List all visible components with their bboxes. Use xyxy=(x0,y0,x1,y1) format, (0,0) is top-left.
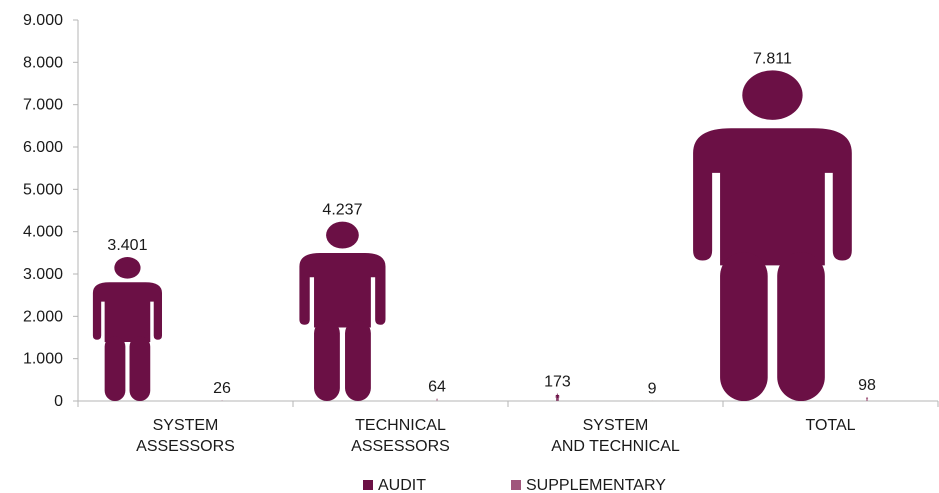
supplementary-data-label: 98 xyxy=(858,377,876,394)
audit-person-mark xyxy=(299,221,386,401)
supplementary-person-mark xyxy=(221,399,223,401)
audit-legend-label: AUDIT xyxy=(378,477,426,493)
y-tick-label: 9.000 xyxy=(23,12,63,29)
y-tick-label: 6.000 xyxy=(23,139,63,156)
x-axis: SYSTEM ASSESSORS TECHNICAL ASSESSORS SYSTEM A… xyxy=(77,400,939,455)
supplementary-legend-label: SUPPLEMENTARY xyxy=(526,477,666,493)
y-tick-label: 1.000 xyxy=(23,351,63,368)
audit-person-mark xyxy=(555,393,560,401)
x-category-label: ASSESSORS xyxy=(351,438,450,455)
supplementary-data-label: 9 xyxy=(648,381,657,398)
supplementary-data-label: 26 xyxy=(213,380,231,397)
supplementary-data-label: 64 xyxy=(428,378,446,395)
supplementary-legend-swatch xyxy=(511,480,521,490)
audit-person-mark xyxy=(693,70,852,401)
legend: AUDIT SUPPLEMENTARY xyxy=(363,477,666,493)
y-tick-label: 3.000 xyxy=(23,266,63,283)
chart-marks: 3.401 4.237 173 7.811 26 64 9 98 xyxy=(92,50,876,401)
audit-legend-swatch xyxy=(363,480,373,490)
supplementary-person-mark xyxy=(866,396,869,401)
audit-data-label: 4.237 xyxy=(322,202,362,219)
y-tick-label: 0 xyxy=(54,393,63,410)
audit-person-mark xyxy=(92,257,163,401)
y-tick-label: 8.000 xyxy=(23,54,63,71)
audit-data-label: 3.401 xyxy=(107,237,147,254)
x-category-label: SYSTEM xyxy=(153,417,219,434)
x-category-label: AND TECHNICAL xyxy=(551,438,680,455)
supplementary-person-mark xyxy=(436,398,438,401)
y-tick-label: 7.000 xyxy=(23,97,63,114)
y-tick-label: 4.000 xyxy=(23,224,63,241)
y-tick-label: 5.000 xyxy=(23,181,63,198)
y-axis: 0 1.000 2.000 3.000 4.000 5.000 6.000 7.000 8.00… xyxy=(23,12,79,410)
x-category-label: TOTAL xyxy=(805,417,855,434)
audit-data-label: 7.811 xyxy=(753,50,792,67)
x-category-label: ASSESSORS xyxy=(136,438,235,455)
audit-data-label: 173 xyxy=(544,374,571,391)
y-tick-label: 2.000 xyxy=(23,308,63,325)
x-category-label: SYSTEM xyxy=(583,417,649,434)
x-category-label: TECHNICAL xyxy=(355,417,446,434)
